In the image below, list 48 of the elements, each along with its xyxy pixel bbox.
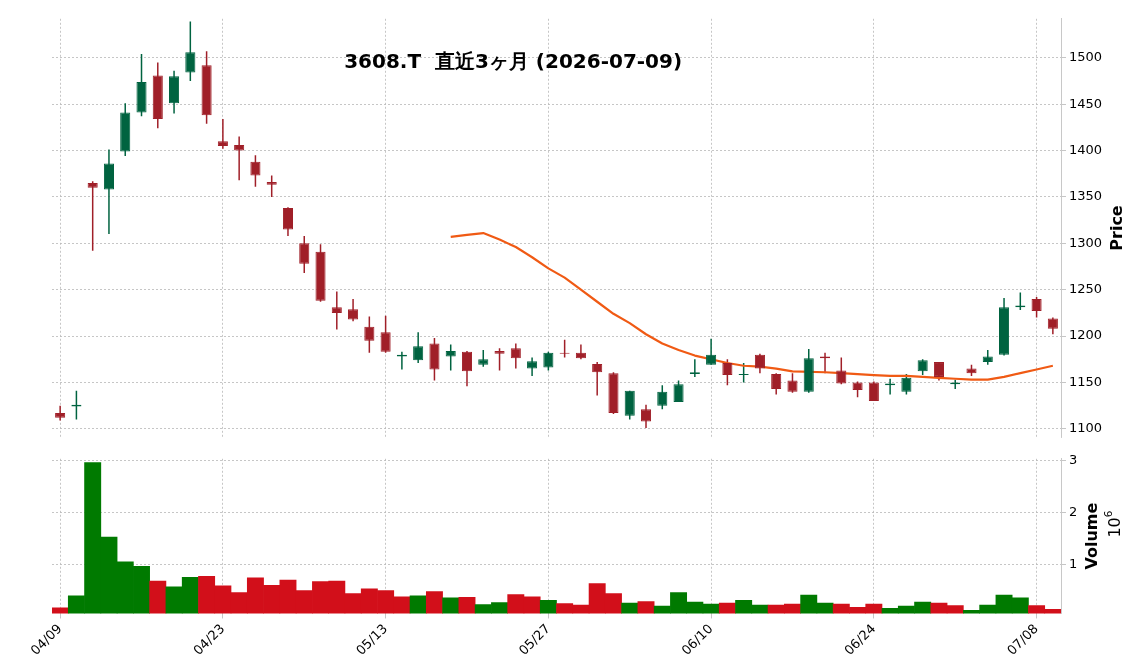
candlestick [510,342,521,370]
candlestick [234,135,245,181]
candlestick [787,372,798,394]
candlestick [901,373,912,396]
candlestick [461,350,473,387]
y-tick-label: 1200 [1069,327,1103,343]
candlestick [738,362,749,384]
y-tick-label: 1100 [1069,420,1103,436]
y-tick-label: 1450 [1069,95,1103,111]
candlestick [299,235,310,274]
y-axis-title: Volume [1082,502,1102,570]
y-tick-label: 1500 [1069,49,1103,65]
candlestick [413,331,424,364]
text: 3608.T 直近3ヶ月 (2026-07-09) [344,49,683,73]
candlestick [543,351,554,372]
candlestick [185,20,196,82]
candlestick [217,118,228,150]
candlestick [250,154,261,188]
candlestick [266,174,277,198]
candlestick [722,358,733,386]
candlestick [494,347,505,372]
y-tick-label: 3 [1069,451,1078,467]
candlestick [87,180,98,252]
candlestick [657,384,668,411]
y-tick-label: 2 [1069,504,1078,519]
y-tick-label: 1300 [1069,234,1103,250]
y-axis-title: Price [1107,205,1127,251]
y-tick-label: 1400 [1069,141,1103,157]
candlestick [673,379,684,403]
text: 106 [1102,510,1125,538]
candlestick [624,390,635,421]
candlestick [527,356,538,377]
candlestick [706,338,717,366]
y-tick-label: 1350 [1069,188,1103,204]
candlestick [282,206,294,237]
candlestick [429,337,440,382]
candlestick [103,148,115,235]
y-tick-label: 1250 [1069,281,1103,297]
candlestick [380,314,391,354]
candlestick [836,356,847,386]
y-tick-label: 1150 [1069,373,1103,389]
candlestick [348,298,359,322]
candlestick [55,404,66,422]
candlestick [640,403,652,429]
candlestick [592,361,603,397]
y-tick-label: 1 [1069,556,1078,572]
candlestick [331,290,342,331]
candlestick [364,315,375,354]
